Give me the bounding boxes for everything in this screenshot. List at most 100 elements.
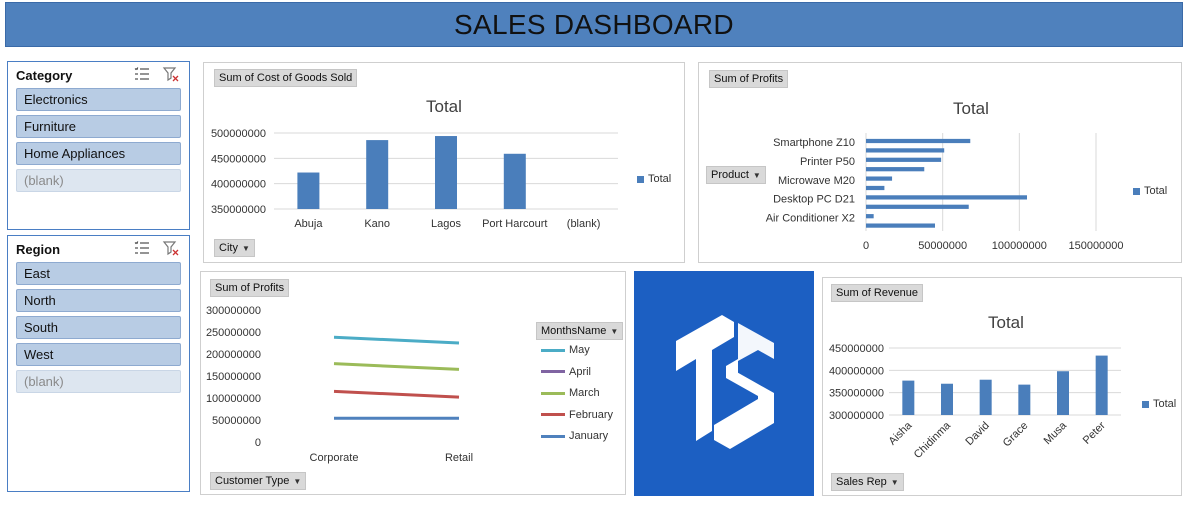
chart-legend: Total — [1142, 398, 1176, 410]
category-slicer-header: Category — [8, 62, 189, 88]
value-field-button: Sum of Revenue — [831, 284, 923, 302]
y-tick-label: 100000000 — [206, 393, 261, 405]
x-tick-label: Port Harcourt — [482, 218, 547, 230]
bar — [1057, 371, 1069, 415]
series-line-may — [333, 335, 460, 345]
bar — [866, 157, 942, 162]
y-tick-label: 250000000 — [206, 327, 261, 339]
bar — [435, 136, 457, 209]
y-tick-label: 300000000 — [829, 410, 884, 422]
x-tick-label: (blank) — [567, 218, 601, 230]
slicer-item-west[interactable]: West — [16, 343, 181, 366]
bar — [902, 380, 915, 415]
y-tick-label: Air Conditioner X2 — [766, 212, 855, 224]
category-slicer-title: Category — [16, 67, 73, 83]
y-tick-label: Desktop PC D21 — [773, 194, 855, 206]
cogs-chart-plot: 500000000 450000000 400000000 350000000 Abuj… — [211, 128, 618, 230]
x-tick-label: Lagos — [431, 218, 461, 230]
y-tick-label: 300000000 — [206, 305, 261, 317]
bar — [866, 148, 945, 153]
months-name-field-button[interactable]: MonthsName ▼ — [536, 322, 624, 340]
x-tick-label: Chidinma — [912, 419, 954, 461]
multi-select-icon[interactable] — [134, 66, 150, 82]
y-tick-label: 50000000 — [212, 415, 261, 427]
bar — [866, 214, 874, 219]
legend-item-january: January — [541, 430, 608, 442]
chart-title: Total — [953, 99, 989, 118]
product-chart-plot: 0 50000000 100000000 150000000 Smartphone Z1… — [766, 133, 1124, 252]
bar — [866, 167, 925, 172]
bar — [1018, 384, 1031, 415]
profit-by-product-chart: Sum of Profits Total Product ▼ Total 0 500… — [698, 62, 1182, 263]
x-tick-label: 100000000 — [992, 240, 1047, 252]
customer-type-field-button[interactable]: Customer Type ▼ — [210, 472, 307, 490]
x-tick-label: Peter — [1081, 419, 1108, 446]
bar — [866, 204, 969, 209]
y-tick-label: Printer P50 — [800, 156, 855, 168]
bar — [866, 185, 885, 191]
slicer-item-electronics[interactable]: Electronics — [16, 88, 181, 111]
clear-filter-icon[interactable] — [162, 240, 179, 256]
profit-by-customer-type-chart: Sum of Profits MonthsName ▼ May April March… — [200, 271, 626, 495]
chart-legend: Total — [1133, 185, 1167, 197]
cogs-by-city-chart: Sum of Cost of Goods Sold Total Total Ci… — [203, 62, 685, 263]
value-field-button: Sum of Profits — [210, 279, 290, 297]
chart-legend: Total — [637, 173, 671, 185]
slicer-item-home-appliances[interactable]: Home Appliances — [16, 142, 181, 165]
legend-item-may: May — [541, 344, 590, 356]
bar — [866, 176, 893, 181]
y-tick-label: 150000000 — [206, 371, 261, 383]
slicer-item-north[interactable]: North — [16, 289, 181, 312]
multi-select-icon[interactable] — [134, 240, 150, 256]
y-tick-label: 450000000 — [829, 343, 884, 355]
slicer-item-south[interactable]: South — [16, 316, 181, 339]
city-field-button[interactable]: City ▼ — [214, 239, 255, 257]
value-field-button: Sum of Cost of Goods Sold — [214, 69, 358, 87]
bar — [979, 379, 992, 415]
slicer-item-blank[interactable]: (blank) — [16, 169, 181, 192]
x-tick-label: 50000000 — [918, 240, 967, 252]
bar — [297, 172, 320, 209]
y-tick-label: 450000000 — [211, 153, 266, 165]
y-tick-label: 0 — [255, 437, 261, 449]
chart-title: Total — [988, 313, 1024, 332]
sales-rep-field-button[interactable]: Sales Rep ▼ — [831, 473, 904, 491]
bar — [866, 195, 1027, 200]
bar — [1095, 355, 1108, 415]
region-slicer-title: Region — [16, 241, 61, 257]
y-tick-label: 400000000 — [829, 365, 884, 377]
y-tick-label: Smartphone Z10 — [773, 137, 855, 149]
legend-swatch — [637, 175, 644, 183]
y-tick-label: 350000000 — [829, 388, 884, 400]
y-tick-label: 200000000 — [206, 349, 261, 361]
revenue-chart-plot: 450000000 400000000 350000000 300000000Aish… — [829, 343, 1121, 461]
region-slicer: Region East North South West (blank) — [7, 235, 190, 492]
clear-filter-icon[interactable] — [162, 66, 179, 82]
x-tick-label: Corporate — [310, 452, 359, 464]
y-tick-label: 350000000 — [211, 204, 266, 216]
legend-item-march: March — [541, 387, 600, 399]
bar — [503, 153, 526, 209]
dashboard-title: SALES DASHBOARD — [454, 8, 734, 40]
slicer-item-east[interactable]: East — [16, 262, 181, 285]
slicer-item-blank[interactable]: (blank) — [16, 370, 181, 393]
y-tick-label: 400000000 — [211, 179, 266, 191]
bar — [866, 223, 935, 228]
series-line-february — [333, 389, 460, 399]
value-field-button: Sum of Profits — [709, 70, 789, 88]
x-tick-label: Aisha — [887, 419, 916, 448]
series-line-march — [333, 362, 460, 371]
x-tick-label: Grace — [1001, 420, 1031, 450]
region-slicer-header: Region — [8, 236, 189, 262]
slicer-item-furniture[interactable]: Furniture — [16, 115, 181, 138]
bar — [366, 140, 389, 209]
x-tick-label: Kano — [364, 218, 390, 230]
x-tick-label: Musa — [1042, 419, 1070, 447]
x-tick-label: David — [963, 420, 991, 448]
category-slicer: Category Electronics Furniture Home Appl… — [7, 61, 190, 230]
revenue-by-sales-rep-chart: Sum of Revenue Total Total Sales Rep ▼ 45… — [822, 277, 1182, 496]
legend-swatch — [1142, 400, 1149, 408]
product-field-button[interactable]: Product ▼ — [706, 166, 766, 184]
dashboard-title-bar: SALES DASHBOARD — [5, 2, 1183, 47]
x-tick-label: Abuja — [294, 218, 323, 230]
